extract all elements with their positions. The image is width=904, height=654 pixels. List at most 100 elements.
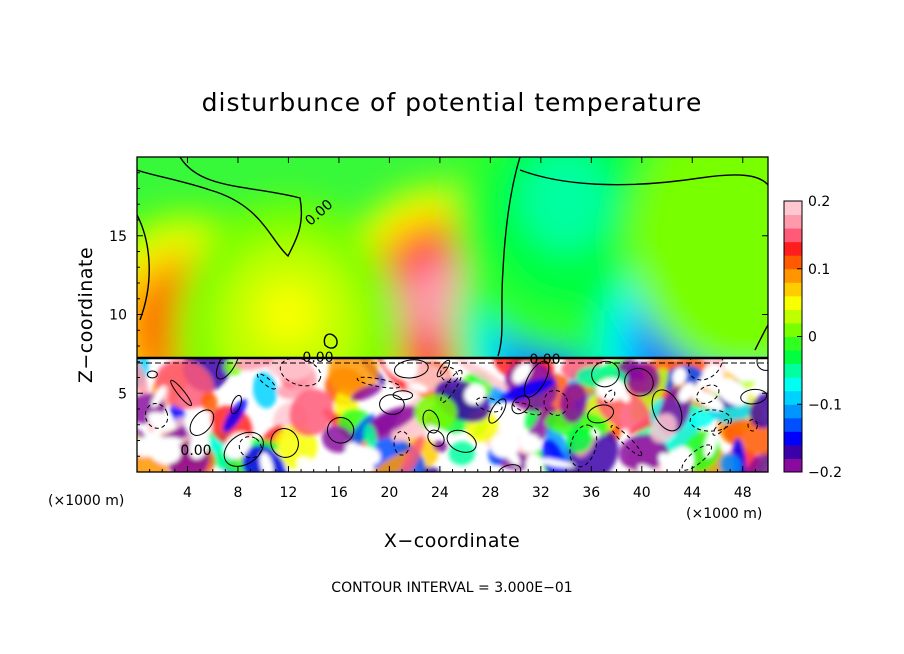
y-axis-title: Z−coordinate	[75, 247, 97, 383]
x-tick-label: 20	[380, 485, 398, 501]
colorbar-segment	[784, 241, 802, 256]
x-axis: 4 8 12 16 20 24 28 32 36 40 44 48	[149, 157, 756, 501]
colorbar-segment	[784, 363, 802, 378]
contour-line	[681, 444, 713, 471]
heatmap-cell	[427, 424, 450, 440]
heatmap-cell	[749, 393, 768, 429]
heatmap-cell	[155, 359, 214, 410]
contour-label: 0.00	[302, 350, 333, 366]
colorbar-segment	[784, 255, 802, 270]
contour-line	[587, 404, 615, 424]
contour-line	[279, 357, 322, 387]
heatmap-cell	[353, 452, 367, 466]
contour-line	[523, 360, 550, 398]
heatmap-cell	[365, 405, 418, 435]
heatmap-cell	[512, 362, 532, 384]
colorbar-tick-label: 0	[808, 330, 817, 346]
x-tick-label: 16	[330, 485, 348, 501]
colorbar-segment	[784, 228, 802, 243]
heatmap-cell	[222, 398, 247, 433]
y-axis: 5 10 15	[109, 172, 768, 457]
heatmap-cell	[328, 357, 379, 397]
heatmap-cell	[730, 358, 755, 381]
heatmap-cell	[149, 438, 182, 465]
heatmap-cell	[252, 371, 278, 409]
heatmap-cell	[399, 435, 425, 472]
colorbar-segment	[784, 214, 802, 229]
contour-line	[497, 464, 522, 472]
contour-line	[689, 409, 732, 432]
contour-line	[256, 373, 277, 390]
contour-line	[440, 366, 459, 384]
heatmap-cell	[565, 426, 593, 453]
contour-line	[740, 388, 768, 405]
heatmap-cell	[364, 448, 381, 465]
zero-contour-edge	[137, 214, 150, 321]
contour-line	[427, 429, 445, 447]
contour-line	[604, 389, 616, 404]
heatmap-cell	[321, 425, 353, 453]
contour-label: 0.00	[180, 443, 211, 459]
heatmap-field	[137, 157, 768, 472]
contour-line	[393, 430, 411, 456]
heatmap-cell	[650, 413, 677, 443]
heatmap-cell	[498, 438, 521, 466]
heatmap-cell	[535, 458, 575, 468]
y-tick-label: 10	[109, 308, 127, 324]
colorbar-tick-label: −0.2	[808, 465, 842, 481]
heatmap-cell	[499, 378, 555, 402]
zero-contour-small-loop	[323, 333, 338, 349]
contour-line	[144, 403, 169, 429]
colorbar-segment	[784, 350, 802, 365]
heatmap-cell	[695, 390, 724, 411]
contour-line	[747, 418, 758, 432]
x-axis-title: X−coordinate	[384, 530, 520, 552]
heatmap-cell	[715, 378, 749, 406]
lower-contours	[144, 357, 768, 472]
heatmap-cell	[678, 382, 695, 403]
colorbar-segment	[784, 268, 802, 283]
heatmap-cell	[704, 430, 717, 458]
x-tick-label: 12	[280, 485, 298, 501]
contour-line	[223, 431, 264, 467]
heatmap-cell	[596, 378, 627, 402]
contour-line	[440, 369, 463, 404]
heatmap-cell	[528, 404, 557, 443]
colorbar-tick-label: 0.2	[808, 194, 830, 210]
x-unit-left: (×1000 m)	[48, 493, 124, 509]
contour-line	[230, 394, 242, 415]
colorbar-segment	[784, 201, 802, 216]
contour-line	[326, 416, 355, 444]
contour-line	[511, 395, 531, 415]
colorbar-tick-label: −0.1	[808, 397, 842, 413]
contour-line	[569, 424, 598, 468]
colorbar-segment	[784, 322, 802, 337]
heatmap-cell	[289, 389, 334, 437]
heatmap-cell	[151, 385, 166, 408]
heatmap-cell	[456, 358, 509, 391]
heatmap-cell	[719, 453, 741, 472]
heatmap-cell	[625, 362, 661, 396]
x-tick-label: 40	[633, 485, 651, 501]
contour-line	[543, 389, 569, 416]
chart-title: disturbunce of potential temperature	[202, 88, 703, 117]
contour-line	[436, 359, 451, 378]
contour-line	[688, 357, 723, 381]
contour-line	[189, 409, 215, 436]
contour-line	[591, 360, 620, 388]
heatmap-cell	[670, 446, 694, 472]
heatmap-cell	[350, 384, 382, 402]
colorbar-segment	[784, 417, 802, 432]
colorbar-segment	[784, 431, 802, 446]
zero-contour-left	[137, 157, 303, 258]
contour-line	[610, 425, 643, 457]
colorbar-segment	[784, 404, 802, 419]
contour-interval-label: CONTOUR INTERVAL = 3.000E−01	[331, 580, 572, 596]
heatmap-cell	[672, 367, 687, 386]
contour-line	[356, 376, 401, 389]
x-tick-label: 32	[532, 485, 550, 501]
colorbar-segment	[784, 377, 802, 392]
heatmap-cell	[223, 432, 251, 459]
heatmap-cell	[710, 186, 768, 254]
